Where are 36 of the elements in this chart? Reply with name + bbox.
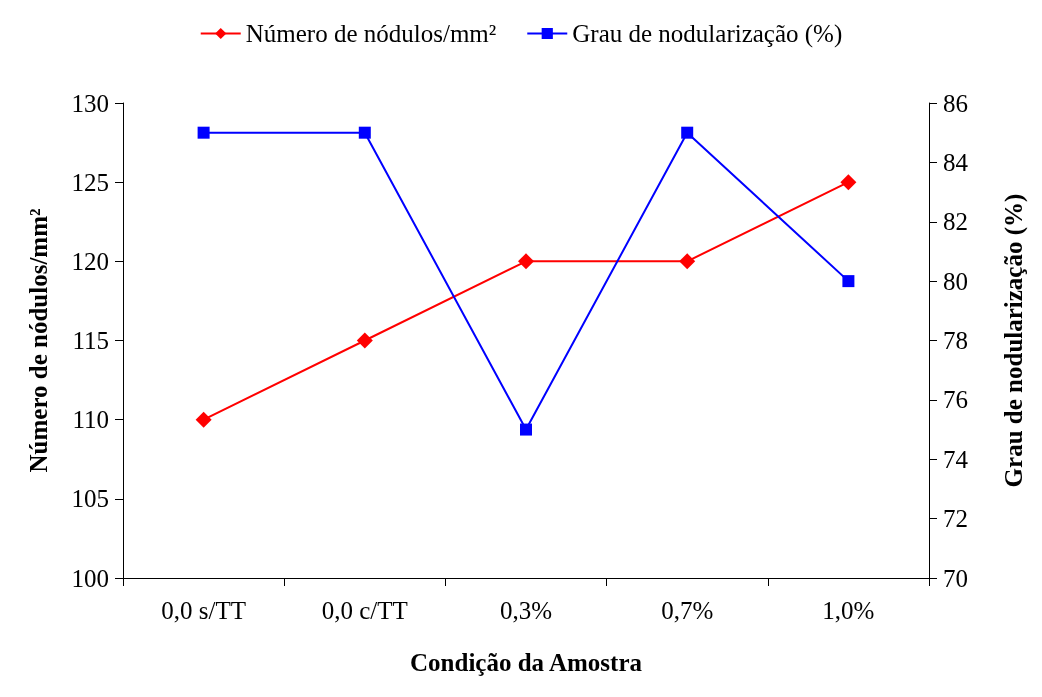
- legend-label: Número de nódulos/mm²: [245, 20, 497, 47]
- y-tick-label: 125: [71, 168, 109, 196]
- point: [518, 253, 534, 270]
- y-tick-label: 110: [72, 406, 109, 434]
- point: [840, 174, 857, 191]
- point: [681, 126, 694, 139]
- point: [358, 126, 371, 139]
- x-tick-label: 0,7%: [661, 597, 714, 624]
- y2-tick-label: 74: [943, 445, 969, 473]
- x-tick-label: 0,3%: [499, 597, 553, 624]
- y-tick-label: 120: [71, 247, 109, 275]
- point: [356, 332, 373, 349]
- y2-tick-label: 72: [943, 505, 968, 533]
- y-tick-label: 115: [72, 327, 109, 354]
- point: [520, 423, 532, 436]
- y2-tick-label: 86: [943, 89, 968, 117]
- y-tick-label: 105: [71, 485, 109, 513]
- x-axis-title: Condição da Amostra: [410, 649, 643, 676]
- y2-axis-title: Grau de nodularização (%): [1000, 193, 1028, 488]
- y2-tick-label: 76: [943, 386, 968, 414]
- y2-tick-label: 82: [943, 208, 968, 236]
- y-tick-label: 100: [71, 564, 109, 592]
- legend-label: Grau de nodularização (%): [572, 20, 843, 48]
- point: [679, 253, 696, 270]
- x-tick-label: 0,0 c/TT: [321, 597, 408, 624]
- point: [842, 275, 855, 288]
- y2-tick-label: 80: [943, 267, 968, 295]
- point: [195, 411, 212, 428]
- x-tick-label: 1,0%: [822, 597, 875, 624]
- x-tick-label: 0,0 s/TT: [161, 597, 246, 624]
- y2-tick-label: 70: [943, 564, 968, 592]
- y-axis-title: Número de nódulos/mm²: [25, 208, 52, 473]
- y2-tick-label: 78: [943, 327, 968, 354]
- y-tick-label: 130: [71, 89, 109, 117]
- y2-tick-label: 84: [943, 148, 969, 176]
- point: [197, 126, 210, 139]
